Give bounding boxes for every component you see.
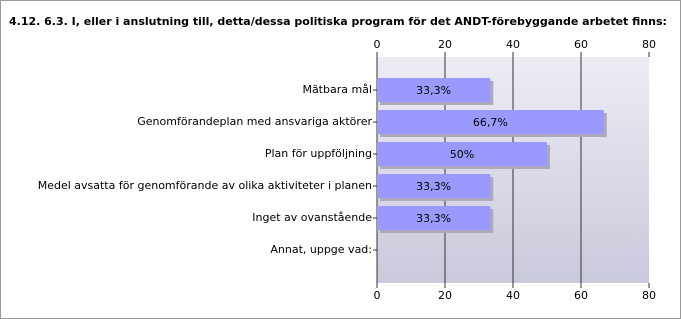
- bar: [377, 174, 491, 198]
- value-label: 33,3%: [416, 180, 451, 193]
- x-tick-label: 60: [574, 289, 588, 302]
- y-tick-label: Plan för uppföljning: [265, 147, 372, 160]
- value-label: 33,3%: [416, 84, 451, 97]
- x-tick-label: 20: [438, 38, 452, 51]
- x-tick-label: 80: [642, 38, 656, 51]
- value-label: 50%: [450, 148, 474, 161]
- x-tick-label: 80: [642, 289, 656, 302]
- x-tick-label: 40: [506, 289, 520, 302]
- x-tick-label: 0: [374, 38, 381, 51]
- x-tick-label: 0: [374, 289, 381, 302]
- y-tick-label: Annat, uppge vad:: [270, 243, 372, 256]
- bar: [377, 142, 547, 166]
- x-tick-label: 20: [438, 289, 452, 302]
- y-tick-label: Inget av ovanstående: [252, 211, 372, 224]
- y-tick-label: Medel avsatta för genomförande av olika …: [38, 179, 372, 192]
- y-tick-label: Mätbara mål: [302, 83, 372, 96]
- value-label: 66,7%: [473, 116, 508, 129]
- value-label: 33,3%: [416, 212, 451, 225]
- bar: [377, 78, 491, 102]
- chart-title: 4.12. 6.3. I, eller i anslutning till, d…: [9, 15, 667, 28]
- y-tick-label: Genomförandeplan med ansvariga aktörer: [137, 115, 372, 128]
- x-tick-label: 60: [574, 38, 588, 51]
- x-tick-label: 40: [506, 38, 520, 51]
- bar: [377, 206, 491, 230]
- bar: [377, 110, 604, 134]
